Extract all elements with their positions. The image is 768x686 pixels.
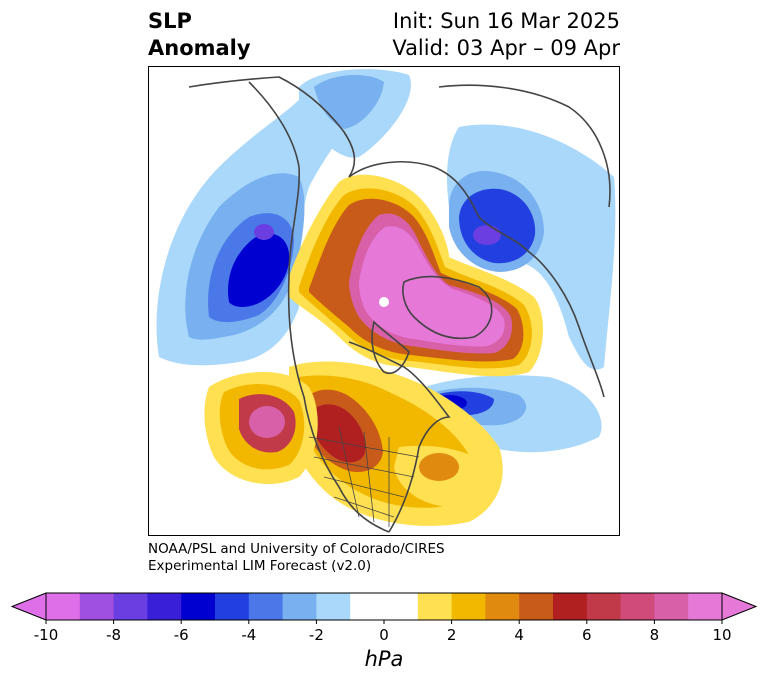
colorbar-swatch <box>113 593 148 620</box>
colorbar-tick-label: -8 <box>106 626 121 644</box>
colorbar-swatch <box>688 593 723 620</box>
colorbar-tick-label: -6 <box>174 626 189 644</box>
russia-low-contour-3 <box>459 188 536 264</box>
credit-line-2: Experimental LIM Forecast (v2.0) <box>148 558 372 574</box>
colorbar-swatch <box>485 593 520 620</box>
map-canvas <box>156 69 616 533</box>
border-line-2 <box>313 456 415 478</box>
colorbar-swatch <box>654 593 689 620</box>
border-line-1 <box>308 436 420 458</box>
colorbar-tick-label: 10 <box>712 626 731 644</box>
border-line-5 <box>338 426 360 518</box>
greenland-coastline <box>402 275 493 340</box>
west-america-high-contour-4 <box>309 404 366 463</box>
colorbar-swatch <box>282 593 317 620</box>
northeast-high-core <box>419 453 459 481</box>
colorbar-tick-label: 8 <box>650 626 660 644</box>
title-line-2: Anomaly <box>148 36 251 60</box>
europe-coastline <box>438 84 611 208</box>
colorbar-swatch <box>384 593 419 620</box>
colorbar-swatch <box>79 593 115 620</box>
colorbar-ticks: -10 -8 -6 -4 -2 0 2 4 6 8 10 <box>34 620 732 644</box>
credit-line-1: NOAA/PSL and University of Colorado/CIRE… <box>148 541 445 557</box>
hudson-bay-coastline <box>371 320 410 374</box>
pole-marker <box>379 297 389 307</box>
init-date: Init: Sun 16 Mar 2025 <box>392 9 620 33</box>
russia-low-core <box>473 225 501 245</box>
colorbar-unit-label: hPa <box>364 647 404 671</box>
colorbar-swatch <box>417 593 453 620</box>
valid-date: Valid: 03 Apr – 09 Apr <box>392 36 620 60</box>
colorbar-extend-max <box>721 592 758 621</box>
colorbar-swatch <box>248 593 284 620</box>
colorbar-tick-label: -4 <box>241 626 256 644</box>
border-line-4 <box>333 496 395 518</box>
colorbar-tick-label: 4 <box>514 626 524 644</box>
arctic-high-core <box>359 226 505 347</box>
forecast-dates: Init: Sun 16 Mar 2025 Valid: 03 Apr – 09… <box>392 8 620 62</box>
border-line-6 <box>363 431 375 523</box>
colorbar-tick-label: 0 <box>379 626 389 644</box>
title-line-1: SLP <box>148 9 192 33</box>
positive-anomaly-fields <box>204 174 544 526</box>
anomaly-map <box>148 66 620 536</box>
colorbar-swatch <box>350 593 385 620</box>
colorbar-tick-label: 2 <box>447 626 457 644</box>
map-title: SLP Anomaly <box>148 8 251 62</box>
colorbar-swatch <box>620 593 655 620</box>
colorbar-swatches <box>10 592 758 621</box>
colorbar-swatch <box>215 593 250 620</box>
colorbar-swatch <box>147 593 182 620</box>
colorbar-swatch <box>586 593 622 620</box>
asia-pacific-coastline <box>188 76 356 178</box>
east-pacific-high-core <box>249 406 285 438</box>
colorbar-tick-label: -2 <box>309 626 324 644</box>
colorbar-tick-label: -10 <box>34 626 59 644</box>
pacific-low-contour-4 <box>228 233 290 307</box>
colorbar-extend-min <box>10 592 47 621</box>
coastlines-and-borders <box>188 76 611 533</box>
colorbar-swatch <box>451 593 486 620</box>
colorbar-swatch <box>553 593 588 620</box>
colorbar-swatch <box>181 593 216 620</box>
eurasia-coastline <box>348 161 605 398</box>
north-america-coastline <box>248 81 390 533</box>
credit-text: NOAA/PSL and University of Colorado/CIRE… <box>148 541 445 575</box>
colorbar: -10 -8 -6 -4 -2 0 2 4 6 8 10 <box>10 592 758 644</box>
us-state-borders <box>308 426 420 527</box>
colorbar-swatch <box>519 593 554 620</box>
colorbar-swatch <box>46 593 81 620</box>
border-line-3 <box>323 476 405 498</box>
north-arctic-low-field-2 <box>314 75 384 129</box>
colorbar-swatch <box>316 593 351 620</box>
north-america-east-coastline <box>348 341 451 533</box>
colorbar-tick-label: 6 <box>582 626 592 644</box>
pacific-low-core <box>254 224 274 240</box>
